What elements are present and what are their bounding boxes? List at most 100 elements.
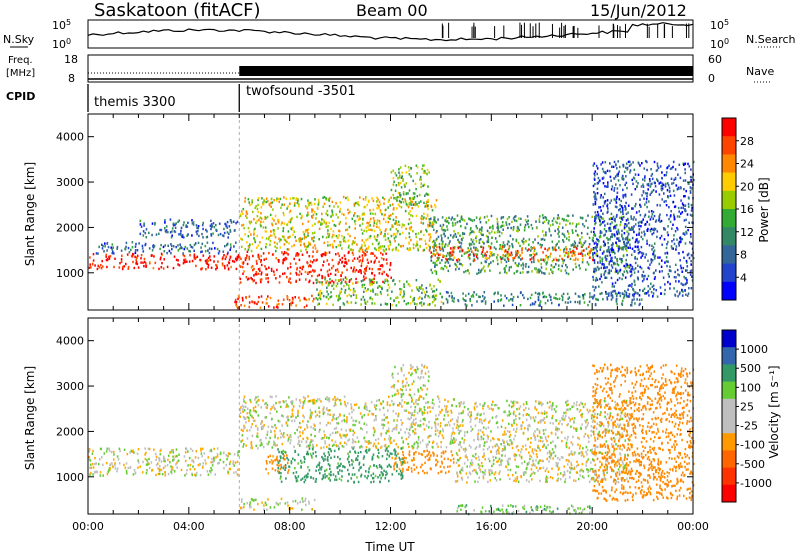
heat-cell [200,267,202,271]
heat-cell [504,258,506,261]
heat-cell [287,267,289,270]
heat-cell [355,294,357,297]
heat-cell [281,303,284,306]
heat-cell [553,248,555,251]
heat-cell [658,182,660,185]
heat-cell [616,205,618,209]
heat-cell [305,440,308,443]
heat-cell [355,296,358,299]
heat-cell [159,228,161,232]
heat-cell [661,198,663,201]
heat-cell [327,229,329,232]
heat-cell [258,267,261,270]
heat-cell [348,244,350,247]
heat-cell [218,250,221,253]
heat-cell [465,299,467,302]
heat-cell [152,245,154,248]
heat-cell [426,230,428,233]
heat-cell [362,250,364,253]
heat-cell [651,259,654,262]
heat-cell [416,203,418,206]
heat-cell [507,259,510,262]
heat-cell [235,300,238,304]
heat-cell [288,280,290,283]
heat-cell [363,251,365,255]
heat-cell [508,254,510,258]
heat-cell [259,223,262,226]
heat-cell [538,218,541,221]
velocity-heatmap [88,318,695,516]
heat-cell [221,262,224,265]
heat-cell [398,183,400,187]
heat-cell [328,251,331,254]
heat-cell [306,262,309,265]
heat-cell [251,434,254,437]
heat-cell [257,447,259,450]
heat-cell [499,299,502,302]
heat-cell [178,219,181,222]
heat-cell [283,243,286,246]
heat-cell [111,252,114,255]
heat-cell [678,244,680,247]
heat-cell [604,266,607,270]
heat-cell [332,233,334,237]
heat-cell [423,406,426,409]
heat-cell [627,160,630,164]
heat-cell [530,249,532,252]
heat-cell [603,250,605,254]
heat-cell [446,299,449,302]
heat-cell [89,459,92,462]
heat-cell [629,284,631,287]
heat-cell [273,219,275,222]
heat-cell [253,228,255,232]
heat-cell [193,255,196,258]
heat-cell [333,234,335,237]
heat-cell [621,215,623,219]
heat-cell [382,280,384,284]
heat-cell [353,431,356,434]
heat-cell [328,204,331,208]
heat-cell [274,424,276,427]
heat-cell [251,199,253,202]
heat-cell [682,179,685,182]
heat-cell [668,269,671,272]
heat-cell [624,223,626,226]
heat-cell [421,291,423,295]
heat-cell [119,449,121,453]
heat-cell [539,300,542,303]
heat-cell [324,276,326,279]
heat-cell [177,263,179,266]
heat-cell [514,262,517,265]
heat-cell [525,265,527,268]
heat-cell [466,222,468,226]
heat-cell [415,400,417,404]
heat-cell [209,449,211,453]
heat-cell [205,268,207,271]
heat-cell [538,260,540,263]
heat-cell [690,214,693,217]
heat-cell [441,216,444,219]
heat-cell [199,258,201,262]
heat-cell [687,205,690,208]
heat-cell [112,250,114,253]
heat-cell [171,230,173,233]
heat-cell [410,238,412,242]
heat-cell [234,300,236,304]
heat-cell [320,292,323,295]
heat-cell [409,247,411,250]
heat-cell [428,420,430,424]
heat-cell [515,251,518,254]
heat-cell [384,238,387,241]
heat-cell [127,267,130,270]
heat-cell [360,262,363,265]
heat-cell [385,416,387,419]
heat-cell [639,220,641,224]
heat-cell [326,396,328,399]
heat-cell [270,201,272,205]
heat-cell [675,280,677,283]
heat-cell [688,256,691,260]
cpid-strip: CPID themis 3300 twofsound -3501 [6,84,356,112]
heat-cell [101,265,104,268]
heat-cell [643,197,645,200]
heat-cell [391,400,393,403]
